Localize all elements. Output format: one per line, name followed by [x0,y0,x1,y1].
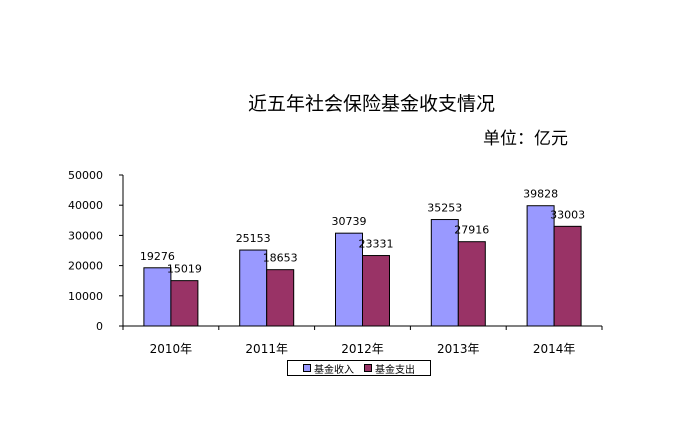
y-tick-label: 50000 [68,169,103,182]
bar-income [335,232,363,327]
bar-expense [362,255,390,327]
data-label-income: 35253 [427,202,462,215]
data-label-expense: 23331 [359,238,394,251]
legend-item-income: 基金收入 [303,361,354,376]
data-label-income: 39828 [523,188,558,201]
data-label-expense: 27916 [454,224,489,237]
data-label-expense: 18653 [263,252,298,265]
data-label-expense: 33003 [550,208,585,221]
y-tick-label: 20000 [68,260,103,273]
data-label-income: 25153 [236,232,271,245]
legend-swatch-expense [364,364,372,372]
bar-income [239,249,268,327]
data-label-income: 19276 [140,250,175,263]
bar-expense [266,269,295,327]
y-tick-label: 30000 [68,229,103,242]
x-tick-label: 2011年 [245,342,288,356]
unit-label: 单位：亿元 [483,129,568,149]
bar-income [526,205,555,327]
legend: 基金收入 基金支出 [287,360,431,376]
bar-expense [553,225,582,327]
data-label-income: 30739 [332,215,367,228]
legend-item-expense: 基金支出 [364,361,415,376]
legend-label-income: 基金收入 [314,364,354,376]
bar-income [143,267,172,327]
x-tick-label: 2014年 [533,342,576,356]
y-tick-label: 0 [96,320,103,333]
x-tick-label: 2010年 [150,342,193,356]
bar-expense [457,241,486,327]
x-tick-label: 2013年 [437,342,480,356]
bar-income [430,219,459,327]
y-tick-label: 10000 [68,290,103,303]
legend-label-expense: 基金支出 [375,364,415,376]
y-tick-label: 40000 [68,199,103,212]
bar-expense [170,280,199,327]
x-tick-label: 2012年 [341,342,384,356]
chart-title: 近五年社会保险基金收支情况 [247,93,495,115]
data-label-expense: 15019 [167,263,202,276]
legend-swatch-income [303,364,311,372]
